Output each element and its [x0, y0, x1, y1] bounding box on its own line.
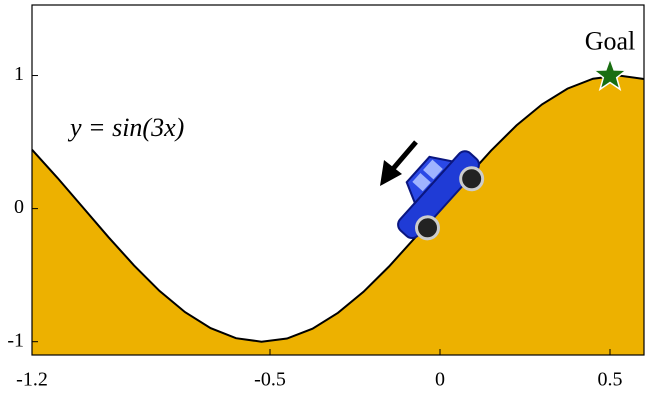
direction-arrow [380, 140, 418, 186]
car [397, 150, 485, 241]
x-tick-label: 0.5 [598, 369, 623, 391]
x-tick-label: -1.2 [16, 369, 48, 391]
curve-line [31, 74, 645, 343]
plot-area: -1.2 -0.5 0 0.5 -1 0 1 y = sin(3x) [7, 63, 645, 391]
goal-star [591, 56, 629, 92]
equation-label: y = sin(3x) [67, 113, 184, 142]
y-tick-label: 1 [14, 63, 24, 85]
x-tick-label: 0 [435, 369, 445, 391]
axes-frame [31, 4, 645, 356]
goal-label: Goal [585, 27, 636, 56]
x-tick-label: -0.5 [254, 369, 286, 391]
y-tick-label: 0 [14, 196, 24, 218]
area-fill [32, 75, 644, 355]
y-tick-label: -1 [7, 329, 24, 351]
